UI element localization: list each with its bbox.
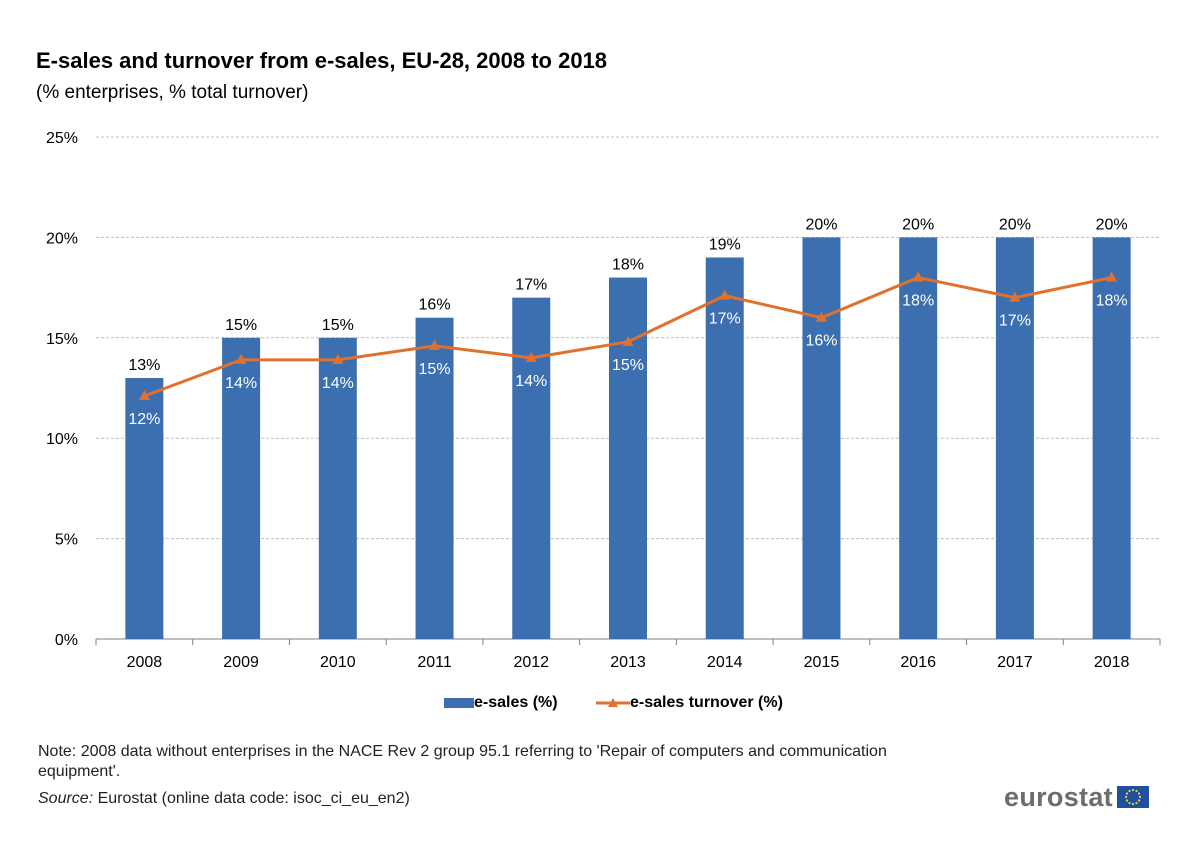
line-data-label: 15% (419, 361, 451, 378)
line-point-marker (332, 353, 344, 364)
bar-data-label: 13% (128, 357, 160, 374)
x-tick-label: 2014 (707, 654, 743, 671)
x-tick-label: 2011 (417, 654, 452, 671)
line-point-marker (815, 311, 827, 322)
bar-data-label: 15% (322, 317, 354, 334)
bar-data-label: 17% (515, 277, 547, 294)
line-data-label: 18% (902, 293, 934, 310)
line-data-label: 17% (709, 311, 741, 328)
flag-star (1131, 788, 1135, 792)
chart-subtitle: (% enterprises, % total turnover) (36, 82, 309, 103)
bar (802, 237, 841, 639)
x-tick-label: 2012 (513, 654, 549, 671)
bar (512, 297, 551, 639)
bar (415, 317, 454, 639)
bar (1092, 237, 1131, 639)
line-point-marker (912, 271, 924, 282)
chart-title: E-sales and turnover from e-sales, EU-28… (36, 48, 608, 73)
flag-star (1135, 801, 1138, 805)
flag-star (1138, 795, 1142, 799)
line-point-marker (429, 339, 441, 350)
flag-star (1137, 799, 1141, 802)
x-tick-label: 2016 (900, 654, 936, 671)
legend-label-e-sales-turnover: e-sales turnover (%) (630, 694, 783, 711)
flag-star (1137, 792, 1141, 795)
flag-star (1135, 789, 1138, 793)
line-point-marker (1009, 291, 1021, 302)
x-tick-label: 2010 (320, 654, 356, 671)
x-tick-label: 2015 (804, 654, 840, 671)
legend-item-e-sales-turnover: e-sales turnover (%) (596, 694, 783, 712)
bar-data-label: 20% (1096, 216, 1128, 233)
bar (609, 277, 647, 639)
line-point-marker (235, 353, 247, 364)
flag-star (1125, 799, 1128, 802)
bar-data-label: 16% (419, 297, 451, 314)
eurostat-logo: eurostat (1004, 782, 1149, 812)
axes: 0% 5% 10% 15% 20% 25% 2008 2009 2010 2011 2012 2013… (46, 130, 1161, 671)
flag-star (1125, 792, 1128, 795)
line-data-label: 14% (322, 375, 354, 392)
line-point-marker (622, 335, 634, 346)
source-text: Eurostat (online data code: isoc_ci_eu_e… (93, 790, 410, 807)
x-tick-label: 2013 (610, 654, 646, 671)
y-tick-label: 0% (55, 632, 78, 649)
line-series (138, 271, 1118, 401)
bar-data-label: 19% (709, 236, 741, 253)
chart-source: Source: Eurostat (online data code: isoc… (38, 790, 410, 808)
bar (222, 337, 261, 639)
bar-data-label: 18% (612, 257, 644, 274)
y-tick-label: 10% (46, 431, 78, 448)
line-data-label: 14% (225, 375, 257, 392)
logo-text: eurostat (1004, 781, 1113, 812)
line-point-marker (1106, 271, 1118, 282)
bar (899, 237, 938, 639)
line-data-label: 17% (999, 313, 1031, 330)
line-point-marker (719, 289, 731, 300)
bar-data-label: 20% (999, 216, 1031, 233)
line-point-marker (138, 390, 150, 401)
line-point-marker (525, 351, 537, 362)
flag-star (1128, 789, 1131, 793)
bar-data-label: 20% (902, 216, 934, 233)
y-tick-label: 5% (55, 532, 78, 549)
flag-star (1131, 802, 1135, 806)
legend-label-e-sales: e-sales (%) (474, 694, 558, 711)
x-tick-label: 2017 (997, 654, 1033, 671)
flag-star (1128, 801, 1131, 805)
line-data-label: 15% (612, 357, 644, 374)
line-data-label: 16% (805, 333, 837, 350)
bar (318, 337, 357, 639)
chart-note: Note: 2008 data without enterprises in t… (38, 743, 887, 780)
x-tick-label: 2009 (223, 654, 259, 671)
y-tick-label: 20% (46, 230, 78, 247)
legend-bar-swatch-icon (444, 698, 474, 708)
y-tick-label: 15% (46, 331, 78, 348)
x-tick-label: 2018 (1094, 654, 1130, 671)
bar (705, 257, 744, 639)
line-data-label: 12% (128, 411, 160, 428)
bar-data-label: 15% (225, 317, 257, 334)
eu-flag-icon (1116, 786, 1149, 808)
legend-line-swatch-icon (596, 698, 630, 707)
bar (995, 237, 1034, 639)
chart-plot: 0% 5% 10% 15% 20% 25% 2008 2009 2010 2011 2012 2013… (46, 130, 1161, 671)
line-data-label: 14% (515, 373, 547, 390)
bar (125, 377, 164, 639)
source-label: Source: (38, 790, 94, 807)
legend-item-e-sales: e-sales (%) (444, 694, 558, 712)
x-tick-label: 2008 (127, 654, 163, 671)
data-labels: 13% 15% 15% 16% 17% 18% 19% 20% 20% 20% 20% 12% 14% 1… (128, 216, 1127, 428)
y-tick-label: 25% (46, 130, 78, 147)
flag-star (1124, 795, 1128, 799)
line-data-label: 18% (1096, 293, 1128, 310)
bar-data-label: 20% (805, 216, 837, 233)
